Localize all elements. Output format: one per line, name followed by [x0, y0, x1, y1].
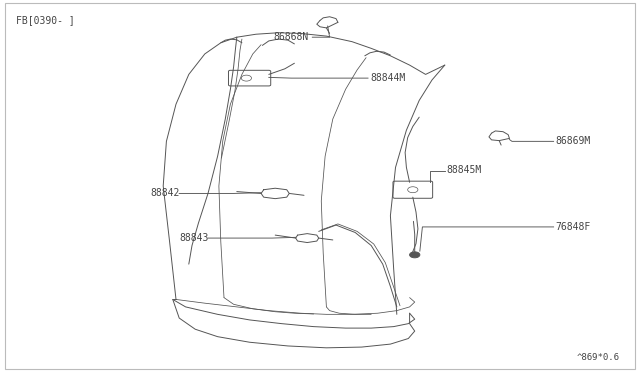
Circle shape: [410, 252, 420, 258]
Text: FB[0390- ]: FB[0390- ]: [16, 15, 75, 25]
Text: ^869*0.6: ^869*0.6: [577, 353, 620, 362]
Text: 86869M: 86869M: [556, 136, 591, 146]
Text: 88845M: 88845M: [447, 165, 482, 175]
Text: 88843: 88843: [179, 233, 209, 243]
Text: 88842: 88842: [150, 188, 180, 198]
Text: 76848F: 76848F: [556, 222, 591, 231]
Text: 88844M: 88844M: [370, 73, 405, 83]
Text: 86868N: 86868N: [274, 32, 309, 42]
